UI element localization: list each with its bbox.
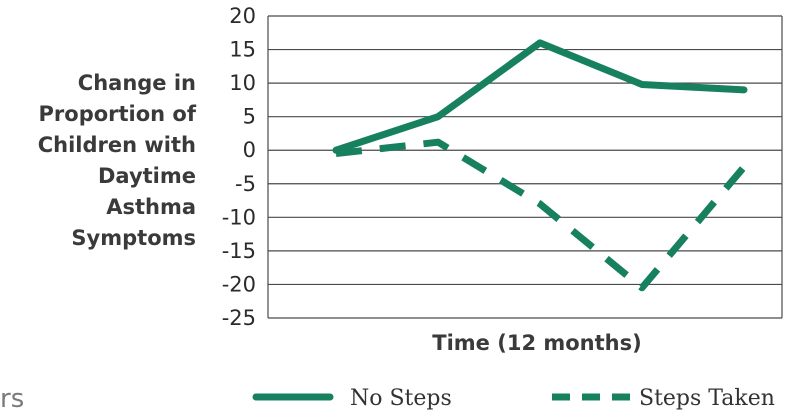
y-axis-label-line: Change in [77, 71, 196, 95]
y-tick-label: -5 [235, 172, 256, 196]
y-tick-label: 5 [243, 105, 256, 129]
grid [267, 15, 783, 319]
y-axis-label-line: Proportion of [38, 102, 196, 126]
legend: No Steps Steps Taken [252, 386, 775, 411]
y-tick-label: -10 [222, 205, 256, 229]
y-tick-label: -15 [222, 239, 256, 263]
y-axis-label-line: Children with [37, 133, 196, 157]
y-axis-label: Change in Proportion of Children with Da… [0, 68, 196, 254]
y-tick-label: -25 [222, 306, 256, 330]
y-tick-label: 0 [243, 138, 256, 162]
cropped-text-fragment: rs [0, 384, 25, 414]
series-line-steps-taken [335, 138, 747, 292]
y-tick-labels: 20 15 10 5 0 -5 -10 -15 -20 -25 [222, 4, 256, 330]
y-axis-label-line: Daytime [97, 164, 196, 188]
legend-label-no-steps: No Steps [350, 386, 452, 411]
series-line-no-steps [332, 39, 748, 154]
y-tick-label: -20 [222, 272, 256, 296]
y-tick-label: 10 [229, 71, 256, 95]
series-lines [332, 39, 748, 292]
y-axis-label-line: Asthma [106, 195, 196, 219]
y-axis-label-line: Symptoms [71, 226, 196, 250]
legend-label-steps-taken: Steps Taken [639, 386, 775, 411]
x-axis-label: Time (12 months) [432, 331, 641, 355]
y-tick-label: 20 [229, 4, 256, 28]
y-tick-label: 15 [229, 38, 256, 62]
